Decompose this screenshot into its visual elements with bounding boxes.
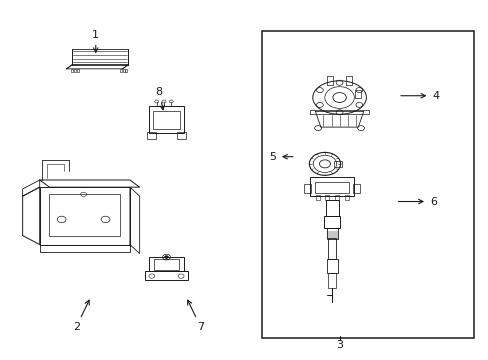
Text: 7: 7 — [187, 300, 204, 332]
Bar — [304, 184, 311, 193]
Bar — [77, 69, 79, 72]
Bar — [71, 69, 73, 72]
Bar — [149, 107, 183, 134]
Bar — [149, 257, 183, 271]
Bar — [355, 90, 361, 98]
Text: 6: 6 — [398, 197, 436, 207]
Bar — [352, 184, 359, 193]
Bar — [40, 187, 130, 244]
Bar — [147, 132, 156, 139]
Bar — [326, 76, 332, 85]
Bar — [324, 216, 339, 228]
Bar — [328, 238, 335, 259]
Bar — [74, 69, 76, 72]
Bar — [310, 177, 353, 196]
Bar — [334, 161, 341, 167]
Bar — [261, 31, 473, 338]
Bar — [125, 69, 127, 72]
Bar — [122, 69, 124, 72]
Bar — [153, 111, 179, 129]
Bar — [328, 273, 335, 288]
Bar — [315, 182, 348, 193]
Text: 2: 2 — [73, 300, 89, 332]
Bar — [346, 76, 351, 85]
Text: 8: 8 — [155, 87, 164, 110]
Text: 1: 1 — [92, 30, 99, 52]
Bar — [315, 195, 319, 201]
Circle shape — [164, 256, 168, 258]
Bar — [326, 228, 337, 239]
Bar — [325, 195, 329, 201]
Bar — [144, 271, 188, 280]
Bar — [49, 194, 120, 235]
Bar — [177, 132, 185, 139]
Text: 4: 4 — [400, 91, 438, 101]
Bar — [344, 195, 348, 201]
Bar — [154, 259, 178, 270]
Bar — [120, 69, 122, 72]
Bar — [325, 200, 338, 216]
Text: 3: 3 — [335, 340, 343, 350]
Bar — [326, 259, 337, 273]
Bar — [334, 195, 338, 201]
Text: 5: 5 — [269, 152, 292, 162]
